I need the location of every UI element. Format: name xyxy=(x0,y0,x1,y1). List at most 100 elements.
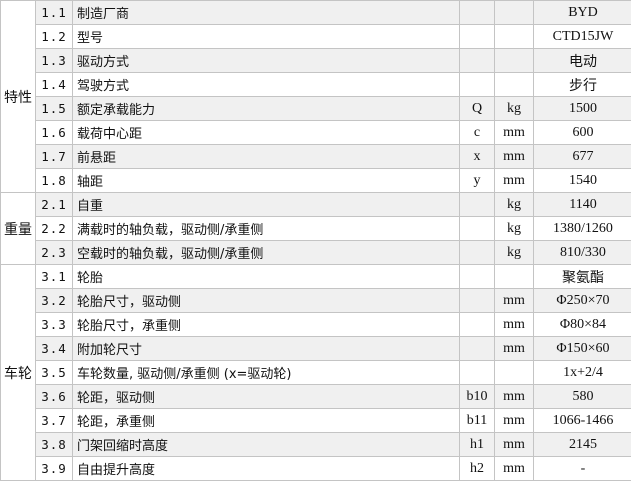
item-number: 3.8 xyxy=(35,432,73,457)
table-row: 3.5 车轮数量, 驱动侧/承重侧 (x=驱动轮) 1x+2/4 xyxy=(1,360,631,385)
item-unit: kg xyxy=(494,192,534,217)
section-label: 特性 xyxy=(0,0,36,193)
item-number: 2.2 xyxy=(35,216,73,241)
item-unit xyxy=(494,264,534,289)
item-name: 自重 xyxy=(72,192,460,217)
item-symbol xyxy=(459,24,495,49)
item-unit: mm xyxy=(494,144,534,169)
item-number: 1.3 xyxy=(35,48,73,73)
item-symbol xyxy=(459,0,495,25)
item-unit: mm xyxy=(494,168,534,193)
table-row: 1.6 载荷中心距 c mm 600 xyxy=(1,120,631,145)
table-row: 2.2 满载时的轴负载，驱动侧/承重侧 kg 1380/1260 xyxy=(1,216,631,241)
item-unit xyxy=(494,48,534,73)
item-symbol xyxy=(459,360,495,385)
item-name: 载荷中心距 xyxy=(72,120,460,145)
item-value: 580 xyxy=(533,384,631,409)
item-name: 驱动方式 xyxy=(72,48,460,73)
item-name: 附加轮尺寸 xyxy=(72,336,460,361)
item-value: Φ150×60 xyxy=(533,336,631,361)
item-unit xyxy=(494,24,534,49)
table-row: 3.6 轮距，驱动侧 b10 mm 580 xyxy=(1,384,631,409)
item-number: 3.4 xyxy=(35,336,73,361)
item-symbol: h2 xyxy=(459,456,495,481)
item-value: 1066-1466 xyxy=(533,408,631,433)
item-name: 制造厂商 xyxy=(72,0,460,25)
item-unit: kg xyxy=(494,240,534,265)
item-unit xyxy=(494,72,534,97)
item-unit: kg xyxy=(494,96,534,121)
item-symbol xyxy=(459,288,495,313)
item-name: 自由提升高度 xyxy=(72,456,460,481)
item-number: 1.5 xyxy=(35,96,73,121)
table-row: 特性 1.1 制造厂商 BYD xyxy=(0,0,631,193)
item-unit: mm xyxy=(494,336,534,361)
item-symbol: h1 xyxy=(459,432,495,457)
item-unit: mm xyxy=(494,384,534,409)
item-symbol: c xyxy=(459,120,495,145)
item-value: 1380/1260 xyxy=(533,216,631,241)
table-row: 3.8 门架回缩时高度 h1 mm 2145 xyxy=(1,432,631,457)
item-number: 3.6 xyxy=(35,384,73,409)
section-label: 重量 xyxy=(0,192,36,265)
section-label: 车轮 xyxy=(0,264,36,481)
item-symbol: x xyxy=(459,144,495,169)
item-value: 1x+2/4 xyxy=(533,360,631,385)
item-symbol xyxy=(459,216,495,241)
item-name: 型号 xyxy=(72,24,460,49)
item-value: Φ80×84 xyxy=(533,312,631,337)
item-name: 轮胎尺寸，承重侧 xyxy=(72,312,460,337)
item-value: BYD xyxy=(533,0,631,25)
item-symbol xyxy=(459,192,495,217)
item-number: 1.1 xyxy=(35,0,73,25)
item-unit: mm xyxy=(494,312,534,337)
item-number: 3.1 xyxy=(35,264,73,289)
item-value: - xyxy=(533,456,631,481)
item-unit: mm xyxy=(494,456,534,481)
table-row: 车轮 3.1 轮胎 聚氨酯 xyxy=(0,264,631,481)
item-number: 3.9 xyxy=(35,456,73,481)
item-number: 2.1 xyxy=(35,192,73,217)
item-value: 2145 xyxy=(533,432,631,457)
item-value: Φ250×70 xyxy=(533,288,631,313)
item-value: 1540 xyxy=(533,168,631,193)
table-row: 3.9 自由提升高度 h2 mm - xyxy=(1,456,631,481)
table-row: 1.7 前悬距 x mm 677 xyxy=(1,144,631,169)
item-unit: mm xyxy=(494,288,534,313)
item-unit: mm xyxy=(494,432,534,457)
table-row: 1.3 驱动方式 电动 xyxy=(1,48,631,73)
item-name: 空载时的轴负载，驱动侧/承重侧 xyxy=(72,240,460,265)
item-name: 轮胎尺寸，驱动侧 xyxy=(72,288,460,313)
item-name: 驾驶方式 xyxy=(72,72,460,97)
item-value: 电动 xyxy=(533,48,631,73)
item-value: 聚氨酯 xyxy=(533,264,631,289)
item-unit: mm xyxy=(494,120,534,145)
table-row: 1.2 型号 CTD15JW xyxy=(1,24,631,49)
item-number: 3.3 xyxy=(35,312,73,337)
item-value: 步行 xyxy=(533,72,631,97)
item-name: 额定承载能力 xyxy=(72,96,460,121)
item-symbol xyxy=(459,264,495,289)
item-number: 1.6 xyxy=(35,120,73,145)
item-symbol xyxy=(459,48,495,73)
item-value: 677 xyxy=(533,144,631,169)
item-name: 轮距，承重侧 xyxy=(72,408,460,433)
table-row: 3.4 附加轮尺寸 mm Φ150×60 xyxy=(1,336,631,361)
item-unit xyxy=(494,0,534,25)
item-number: 3.5 xyxy=(35,360,73,385)
item-symbol xyxy=(459,240,495,265)
item-symbol xyxy=(459,336,495,361)
table-row: 3.2 轮胎尺寸，驱动侧 mm Φ250×70 xyxy=(1,288,631,313)
item-number: 1.7 xyxy=(35,144,73,169)
item-number: 1.2 xyxy=(35,24,73,49)
table-row: 3.7 轮距，承重侧 b11 mm 1066-1466 xyxy=(1,408,631,433)
item-name: 轮距，驱动侧 xyxy=(72,384,460,409)
item-number: 2.3 xyxy=(35,240,73,265)
item-value: 1140 xyxy=(533,192,631,217)
item-name: 前悬距 xyxy=(72,144,460,169)
item-unit: mm xyxy=(494,408,534,433)
item-symbol xyxy=(459,312,495,337)
item-number: 1.4 xyxy=(35,72,73,97)
item-name: 门架回缩时高度 xyxy=(72,432,460,457)
